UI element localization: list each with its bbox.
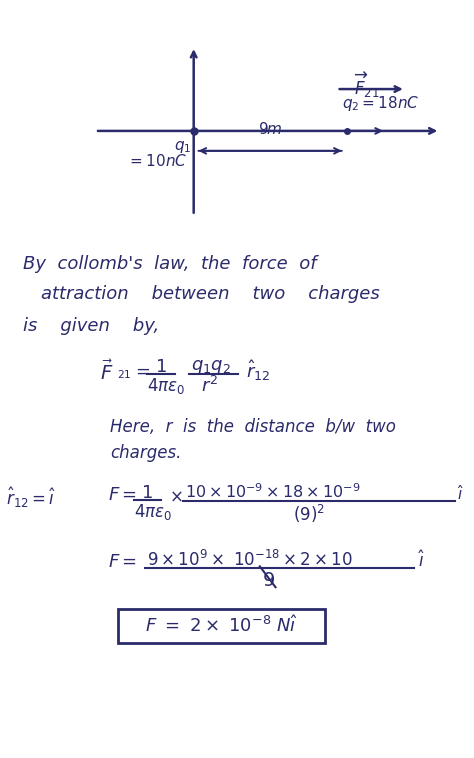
- Text: $9$: $9$: [262, 572, 275, 590]
- Text: $= 10nC$: $= 10nC$: [127, 153, 187, 169]
- Text: $4\pi\varepsilon_0$: $4\pi\varepsilon_0$: [147, 376, 185, 396]
- Bar: [118, 609, 325, 643]
- Text: $_{21}$: $_{21}$: [117, 366, 131, 381]
- Text: $9\times10^9\times\ 10^{-18}\times2\times10$: $9\times10^9\times\ 10^{-18}\times2\time…: [147, 550, 353, 571]
- Text: Here,  r  is  the  distance  b/w  two: Here, r is the distance b/w two: [110, 418, 396, 436]
- Text: By  collomb's  law,  the  force  of: By collomb's law, the force of: [23, 255, 317, 274]
- Text: charges.: charges.: [110, 443, 181, 462]
- Text: $\hat{r}_{12}$: $\hat{r}_{12}$: [246, 358, 270, 383]
- Text: is    given    by,: is given by,: [23, 318, 159, 335]
- Text: $9m$: $9m$: [258, 121, 282, 137]
- Text: $r^2$: $r^2$: [201, 376, 218, 396]
- Text: $F\ =\ 2\times\ 10^{-8}\ N\hat{\imath}$: $F\ =\ 2\times\ 10^{-8}\ N\hat{\imath}$: [145, 615, 298, 637]
- Text: $F=$: $F=$: [108, 486, 137, 503]
- Text: $q_1 q_2$: $q_1 q_2$: [191, 358, 231, 376]
- Text: $1$: $1$: [141, 484, 153, 502]
- Text: $\vec{F}$: $\vec{F}$: [100, 360, 113, 384]
- Text: $q_1$: $q_1$: [174, 139, 191, 155]
- Text: $q_2 = 18nC$: $q_2 = 18nC$: [342, 94, 419, 113]
- Text: $F=$: $F=$: [108, 553, 137, 572]
- Text: $(9)^2$: $(9)^2$: [293, 503, 325, 525]
- Text: $\hat{r}_{12}=\hat{\imath}$: $\hat{r}_{12}=\hat{\imath}$: [6, 486, 56, 510]
- Text: $\hat{\imath}$: $\hat{\imath}$: [457, 484, 464, 503]
- Text: $4\pi\varepsilon_0$: $4\pi\varepsilon_0$: [134, 502, 172, 522]
- Text: $\hat{\imath}$: $\hat{\imath}$: [418, 550, 425, 571]
- Text: attraction    between    two    charges: attraction between two charges: [41, 285, 380, 303]
- Text: $\overrightarrow{F}_{21}$: $\overrightarrow{F}_{21}$: [355, 71, 380, 101]
- Text: $10\times10^{-9}\times18\times10^{-9}$: $10\times10^{-9}\times18\times10^{-9}$: [185, 483, 360, 501]
- Text: $1$: $1$: [155, 358, 167, 376]
- Text: $\times$: $\times$: [169, 487, 182, 506]
- Text: $=$: $=$: [132, 362, 150, 380]
